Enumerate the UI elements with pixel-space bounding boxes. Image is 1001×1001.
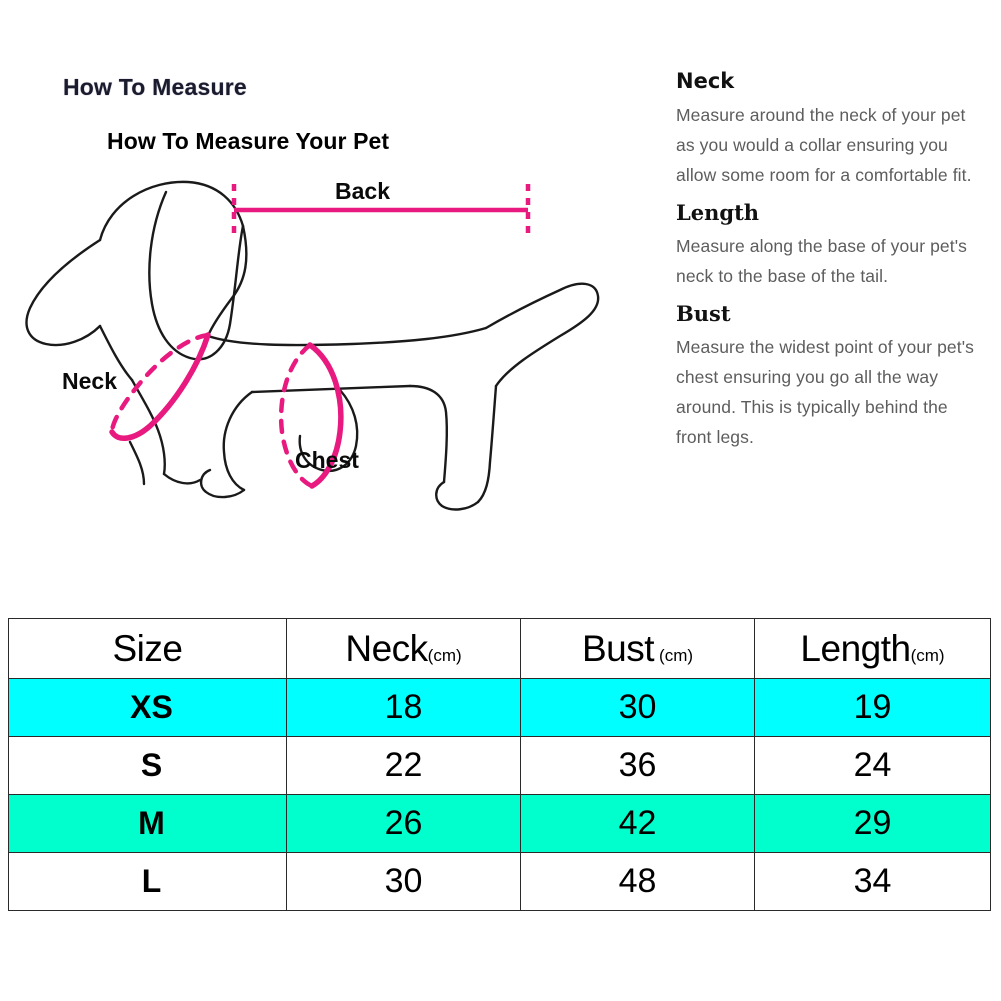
table-row: XS 18 30 19 — [8, 678, 991, 737]
bust-value: 30 — [618, 688, 657, 726]
column-header-bust-unit: (cm) — [659, 645, 694, 665]
dog-outline — [25, 180, 600, 511]
neck-measurement-loop — [109, 332, 211, 441]
neck-value: 30 — [384, 862, 423, 900]
chest-label: Chest — [295, 447, 359, 473]
cell-size: XS — [8, 678, 287, 737]
length-value: 24 — [853, 746, 892, 784]
length-value: 19 — [853, 688, 892, 726]
page-title: How To Measure — [63, 74, 247, 100]
cell-size: S — [8, 736, 287, 795]
cell-bust: 48 — [520, 852, 755, 911]
length-value: 29 — [853, 804, 892, 842]
cell-length: 24 — [754, 736, 991, 795]
cell-neck: 30 — [286, 852, 521, 911]
instruction-body-neck: Measure around the neck of your pet as y… — [676, 105, 972, 186]
bust-value: 36 — [618, 746, 657, 784]
instruction-block-length: Length Measure along the base of your pe… — [676, 201, 988, 291]
neck-value: 26 — [384, 804, 423, 842]
cell-bust: 30 — [520, 678, 755, 737]
back-measurement-line — [231, 184, 531, 238]
instruction-heading-length: Length — [676, 200, 760, 226]
cell-length: 19 — [754, 678, 991, 737]
column-header-neck-text: Neck — [345, 627, 428, 669]
column-header-neck: Neck(cm) — [286, 618, 521, 679]
illustration-panel: How To Measure How To Measure Your Pet — [0, 0, 660, 600]
column-header-bust-text: Bust — [581, 627, 655, 669]
neck-label: Neck — [62, 368, 117, 394]
column-header-neck-unit: (cm) — [427, 645, 462, 665]
column-header-bust: Bust (cm) — [520, 618, 755, 679]
table-row: S 22 36 24 — [8, 736, 991, 795]
cell-bust: 36 — [520, 736, 755, 795]
bust-value: 48 — [618, 862, 657, 900]
instruction-heading-neck: Neck — [676, 69, 735, 93]
cell-neck: 22 — [286, 736, 521, 795]
cell-length: 29 — [754, 794, 991, 853]
instruction-heading-bust: Bust — [676, 301, 731, 327]
cell-neck: 26 — [286, 794, 521, 853]
column-header-size-text: Size — [112, 627, 183, 669]
instruction-body-length: Measure along the base of your pet's nec… — [676, 236, 968, 287]
cell-length: 34 — [754, 852, 991, 911]
size-label: S — [140, 747, 163, 783]
chest-measurement-loop — [278, 342, 344, 489]
back-label: Back — [335, 178, 390, 204]
length-value: 34 — [853, 862, 892, 900]
instruction-block-neck: Neck Measure around the neck of your pet… — [676, 69, 988, 190]
diagram-title: How To Measure Your Pet — [107, 128, 390, 154]
cell-bust: 42 — [520, 794, 755, 853]
instruction-block-bust: Bust Measure the widest point of your pe… — [676, 302, 988, 452]
neck-value: 18 — [384, 688, 423, 726]
size-chart-table: Size Neck(cm) Bust (cm) Length(cm) XS 18 30… — [8, 618, 991, 911]
table-row: M 26 42 29 — [8, 794, 991, 853]
column-header-length-unit: (cm) — [910, 645, 945, 665]
table-row: L 30 48 34 — [8, 852, 991, 911]
column-header-size: Size — [8, 618, 287, 679]
dog-diagram-illustration — [25, 180, 600, 511]
size-label: L — [141, 863, 162, 899]
column-header-length-text: Length — [800, 627, 911, 669]
size-label: XS — [130, 689, 173, 725]
table-header-row: Size Neck(cm) Bust (cm) Length(cm) — [8, 618, 991, 679]
cell-neck: 18 — [286, 678, 521, 737]
instruction-body-bust: Measure the widest point of your pet's c… — [676, 337, 974, 448]
cell-size: M — [8, 794, 287, 853]
size-label: M — [138, 805, 165, 841]
instructions-panel: Neck Measure around the neck of your pet… — [676, 69, 988, 463]
bust-value: 42 — [618, 804, 657, 842]
neck-value: 22 — [384, 746, 423, 784]
column-header-length: Length(cm) — [754, 618, 991, 679]
cell-size: L — [8, 852, 287, 911]
